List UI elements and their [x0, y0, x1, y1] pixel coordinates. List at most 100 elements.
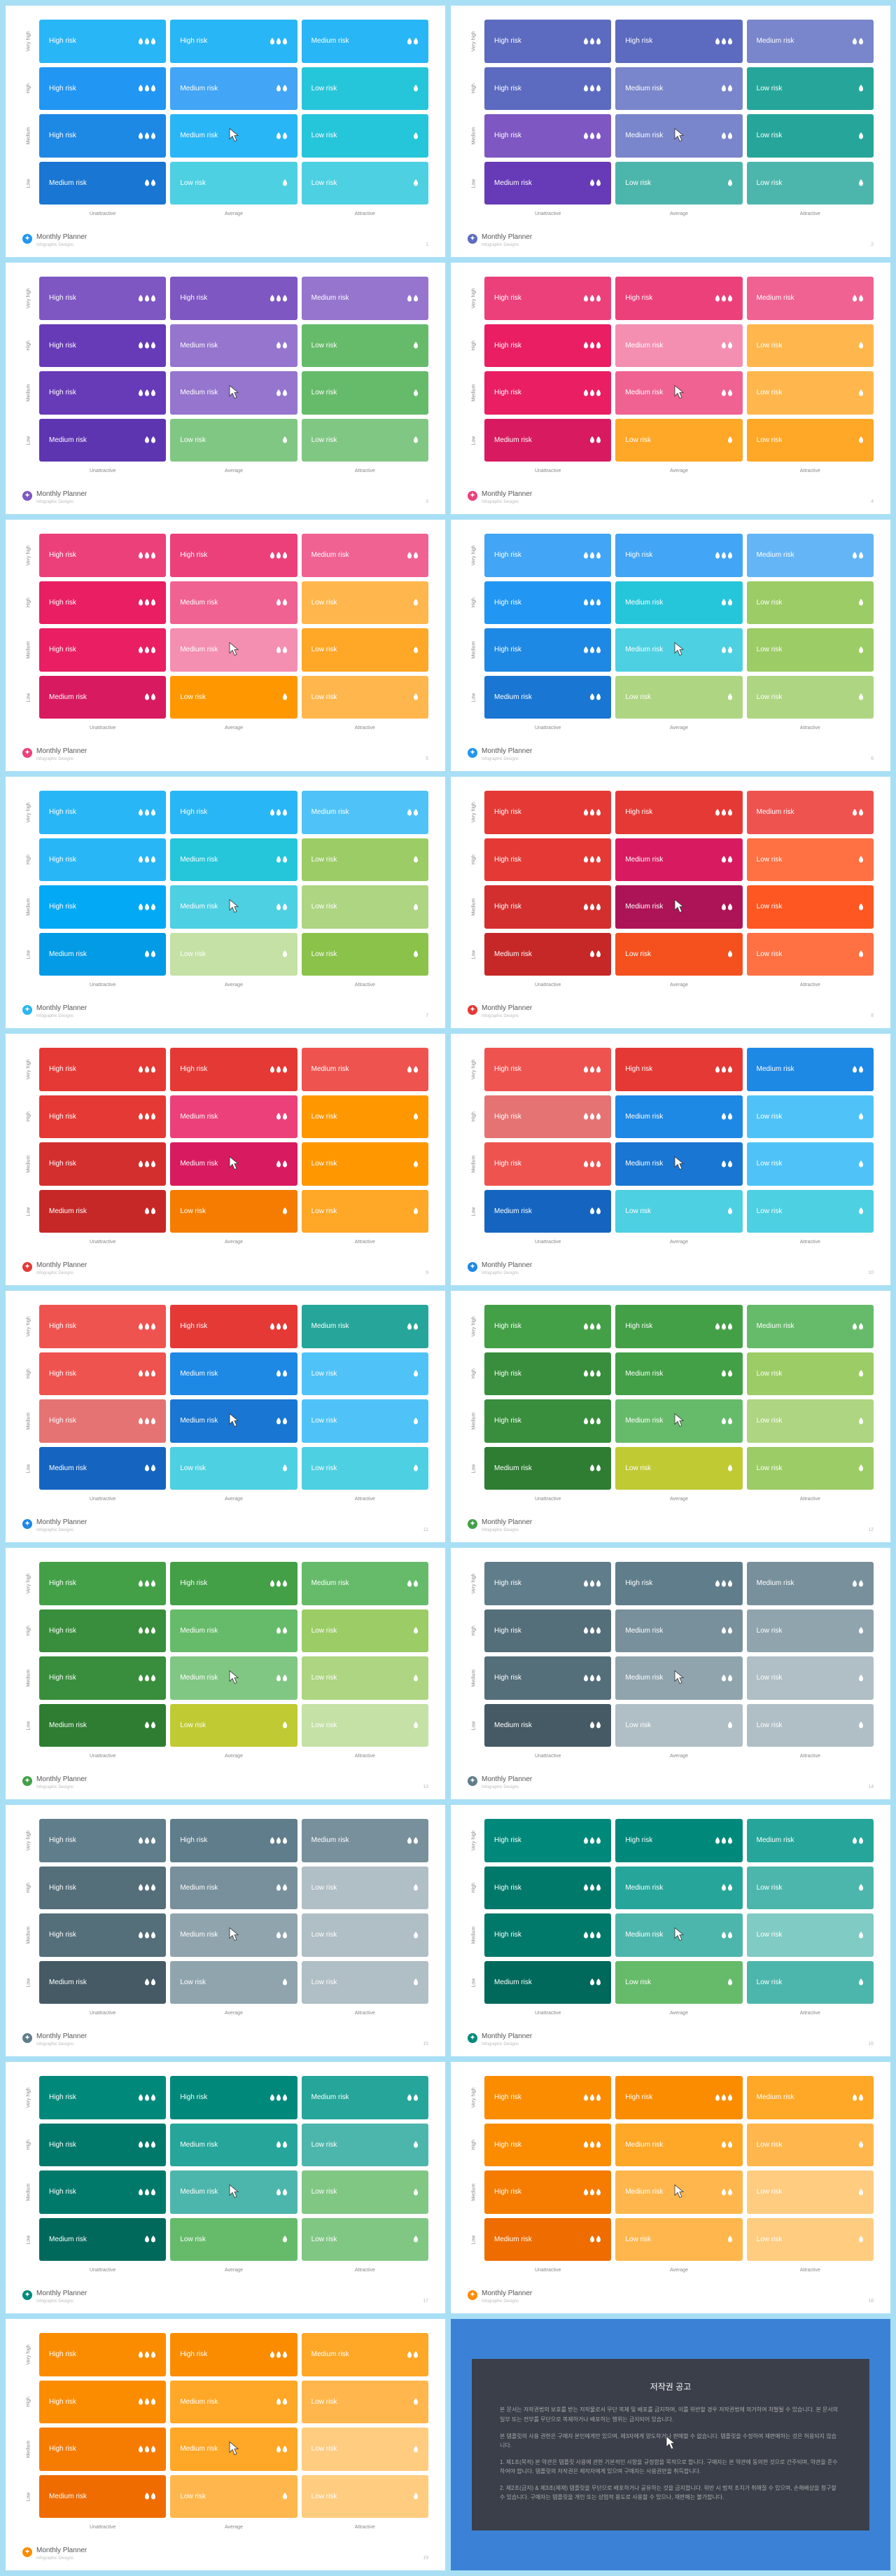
flame-icon: [270, 552, 288, 559]
risk-label: Low risk: [757, 1113, 783, 1121]
y-axis-label: Medium: [22, 2428, 35, 2471]
page-number: 12: [868, 1528, 874, 1532]
risk-cell: High risk: [39, 1656, 166, 1700]
x-axis-label: Attractive: [302, 2265, 428, 2279]
flame-icon: [413, 2189, 419, 2196]
risk-label: Medium risk: [494, 436, 532, 444]
flame-icon: [413, 1722, 419, 1729]
risk-label: Medium risk: [625, 2141, 663, 2149]
slide: Very highHigh riskHigh riskMedium riskHi…: [451, 263, 890, 514]
risk-label: Medium risk: [625, 1627, 663, 1635]
risk-label: Low risk: [312, 1370, 337, 1378]
risk-matrix: Very highHigh riskHigh riskMedium riskHi…: [22, 277, 428, 480]
flame-icon: [276, 2189, 288, 2196]
risk-cell: High risk: [170, 1048, 297, 1091]
risk-cell: Low risk: [302, 1656, 428, 1700]
flame-icon: [144, 693, 156, 700]
flame-icon: [138, 903, 156, 910]
risk-label: High risk: [180, 2350, 207, 2358]
flame-icon: [583, 1675, 601, 1682]
risk-label: Low risk: [625, 1722, 651, 1729]
risk-label: Medium risk: [757, 1322, 794, 1330]
flame-icon: [583, 1323, 601, 1330]
flame-icon: [413, 85, 419, 92]
risk-cell: Medium risk: [615, 2170, 742, 2214]
x-axis-label: Unattractive: [484, 1751, 611, 1765]
flame-icon: [583, 552, 601, 559]
y-axis-label: Low: [22, 1447, 35, 1490]
risk-cell: Medium risk: [170, 2170, 297, 2214]
x-axis-label: Average: [615, 2265, 742, 2279]
risk-label: Medium risk: [625, 856, 663, 864]
flame-icon: [583, 295, 601, 302]
footer-dot-icon: ✦: [22, 748, 32, 758]
x-axis-label: Attractive: [302, 723, 428, 737]
risk-label: High risk: [49, 1674, 76, 1682]
footer-dot-icon: ✦: [468, 491, 477, 501]
y-axis-label: Low: [22, 2475, 35, 2519]
slide: Very highHigh riskHigh riskMedium riskHi…: [6, 2062, 445, 2313]
flame-icon: [407, 1837, 419, 1844]
flame-icon: [583, 1884, 601, 1891]
risk-matrix: Very highHigh riskHigh riskMedium riskHi…: [22, 791, 428, 994]
risk-matrix: Very highHigh riskHigh riskMedium riskHi…: [468, 277, 874, 480]
risk-label: Low risk: [757, 646, 783, 653]
risk-label: Low risk: [757, 599, 783, 607]
y-axis-label: Low: [22, 1704, 35, 1747]
risk-label: Low risk: [757, 436, 783, 444]
cursor-icon: [673, 384, 685, 401]
risk-label: Medium risk: [180, 1627, 218, 1635]
y-axis-label: Medium: [22, 1399, 35, 1443]
risk-label: Low risk: [312, 1464, 337, 1472]
risk-cell: Medium risk: [747, 1305, 874, 1348]
flame-icon: [138, 1837, 156, 1844]
x-axis-label: Average: [170, 2008, 297, 2022]
flame-icon: [413, 646, 419, 653]
risk-label: Medium risk: [312, 294, 349, 302]
risk-cell: Low risk: [747, 1913, 874, 1957]
risk-label: Low risk: [312, 1884, 337, 1892]
risk-label: Low risk: [757, 1674, 783, 1682]
slide-footer: ✦Monthly PlannerInfographic Designs: [22, 1001, 428, 1018]
footer-title: Monthly Planner: [36, 747, 87, 755]
page-number: 1: [426, 242, 428, 247]
x-axis-label: Unattractive: [484, 1494, 611, 1508]
flame-icon: [858, 2189, 864, 2196]
risk-cell: High risk: [39, 2381, 166, 2424]
risk-matrix: Very highHigh riskHigh riskMedium riskHi…: [468, 791, 874, 994]
flame-icon: [858, 1207, 864, 1214]
slide: Very highHigh riskHigh riskMedium riskHi…: [6, 1548, 445, 1799]
x-axis-label: Attractive: [302, 209, 428, 223]
risk-label: High risk: [494, 1579, 522, 1587]
risk-cell: High risk: [484, 1656, 611, 1700]
slide: Very highHigh riskHigh riskMedium riskHi…: [6, 1805, 445, 2056]
y-axis-label: Low: [22, 162, 35, 205]
risk-label: High risk: [494, 2141, 522, 2149]
flame-icon: [583, 599, 601, 606]
risk-label: Low risk: [180, 950, 206, 958]
x-axis-label: Average: [170, 209, 297, 223]
risk-matrix: Very highHigh riskHigh riskMedium riskHi…: [22, 2076, 428, 2279]
risk-cell: Medium risk: [39, 1704, 166, 1747]
flame-icon: [727, 1979, 733, 1986]
risk-cell: Medium risk: [615, 581, 742, 625]
x-axis-label: Average: [615, 2008, 742, 2022]
risk-cell: Medium risk: [747, 20, 874, 63]
footer-subtitle: Infographic Designs: [482, 1528, 532, 1532]
flame-icon: [721, 85, 733, 92]
risk-cell: High risk: [484, 1142, 611, 1186]
flame-icon: [270, 1837, 288, 1844]
risk-label: High risk: [494, 1674, 522, 1682]
risk-label: Medium risk: [494, 2236, 532, 2243]
x-axis-label: Unattractive: [484, 209, 611, 223]
slide: Very highHigh riskHigh riskMedium riskHi…: [451, 777, 890, 1028]
risk-cell: Low risk: [170, 2218, 297, 2262]
risk-label: Medium risk: [494, 693, 532, 701]
risk-label: Low risk: [312, 2236, 337, 2243]
flame-icon: [721, 1932, 733, 1939]
risk-label: Medium risk: [625, 1160, 663, 1168]
flame-icon: [721, 1161, 733, 1168]
x-axis-label: Average: [615, 723, 742, 737]
flame-icon: [858, 132, 864, 139]
risk-label: Medium risk: [180, 1160, 218, 1168]
